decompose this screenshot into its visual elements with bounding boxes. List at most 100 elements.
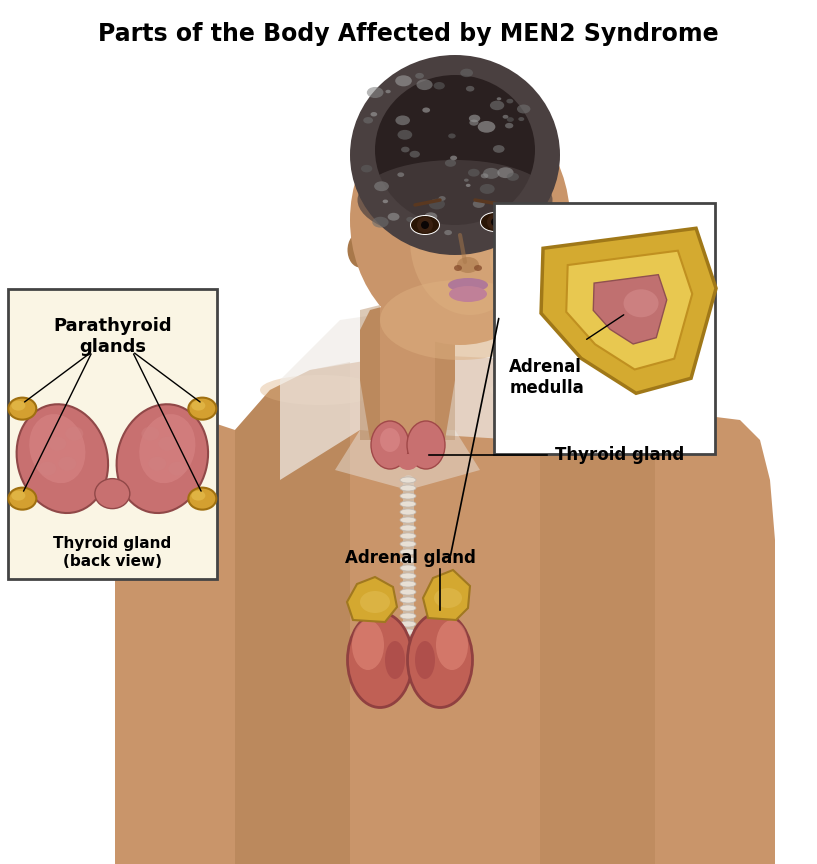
Ellipse shape (474, 265, 482, 271)
Ellipse shape (478, 121, 495, 133)
Ellipse shape (518, 117, 525, 121)
Ellipse shape (454, 265, 462, 271)
Ellipse shape (623, 289, 659, 317)
Ellipse shape (8, 487, 36, 510)
Ellipse shape (468, 168, 480, 176)
Polygon shape (335, 430, 480, 490)
Polygon shape (347, 577, 397, 622)
Ellipse shape (65, 427, 83, 441)
Ellipse shape (400, 557, 416, 563)
Text: Thyroid gland
(back view): Thyroid gland (back view) (53, 537, 172, 569)
Ellipse shape (8, 397, 36, 420)
Ellipse shape (490, 100, 504, 111)
Ellipse shape (380, 428, 400, 452)
Ellipse shape (411, 216, 439, 234)
Ellipse shape (400, 605, 416, 611)
Ellipse shape (158, 436, 176, 451)
Ellipse shape (517, 105, 530, 113)
Ellipse shape (400, 541, 416, 547)
Ellipse shape (374, 181, 389, 191)
Ellipse shape (117, 404, 208, 513)
Ellipse shape (400, 597, 416, 603)
Ellipse shape (400, 589, 416, 595)
Ellipse shape (347, 613, 413, 708)
Ellipse shape (352, 620, 384, 670)
Ellipse shape (406, 217, 414, 222)
Ellipse shape (491, 219, 508, 230)
Ellipse shape (400, 549, 416, 555)
Ellipse shape (189, 397, 217, 420)
Ellipse shape (434, 588, 462, 608)
Ellipse shape (480, 212, 510, 232)
Ellipse shape (457, 257, 479, 273)
Ellipse shape (464, 179, 469, 181)
Ellipse shape (407, 421, 445, 469)
Ellipse shape (483, 168, 499, 179)
Ellipse shape (493, 145, 505, 153)
Ellipse shape (487, 214, 503, 230)
Ellipse shape (95, 479, 130, 509)
Ellipse shape (410, 215, 440, 235)
Ellipse shape (149, 457, 167, 471)
Polygon shape (593, 275, 667, 344)
Ellipse shape (507, 98, 513, 104)
Polygon shape (541, 228, 716, 393)
Ellipse shape (11, 401, 25, 410)
Ellipse shape (420, 222, 435, 232)
Ellipse shape (400, 581, 416, 587)
Ellipse shape (360, 591, 390, 613)
Ellipse shape (48, 436, 66, 451)
Ellipse shape (400, 637, 416, 643)
Ellipse shape (371, 112, 377, 117)
Ellipse shape (382, 200, 388, 203)
Ellipse shape (11, 491, 25, 500)
Ellipse shape (400, 501, 416, 507)
Ellipse shape (549, 239, 571, 271)
Ellipse shape (375, 75, 535, 225)
Ellipse shape (415, 641, 435, 679)
Ellipse shape (16, 404, 108, 513)
Ellipse shape (400, 485, 416, 491)
Ellipse shape (505, 123, 513, 129)
Ellipse shape (498, 168, 514, 178)
Ellipse shape (502, 115, 508, 118)
Polygon shape (423, 570, 470, 620)
Ellipse shape (507, 118, 514, 122)
Ellipse shape (415, 73, 424, 79)
Ellipse shape (260, 375, 380, 405)
Ellipse shape (386, 90, 391, 93)
Polygon shape (566, 251, 692, 370)
Ellipse shape (139, 414, 195, 483)
Ellipse shape (395, 116, 410, 125)
Text: Adrenal
medulla: Adrenal medulla (509, 359, 584, 397)
Ellipse shape (417, 79, 432, 90)
Ellipse shape (400, 629, 416, 635)
Ellipse shape (380, 280, 540, 360)
Ellipse shape (398, 130, 413, 140)
Ellipse shape (444, 230, 452, 235)
Ellipse shape (481, 213, 509, 231)
Ellipse shape (401, 147, 409, 152)
Ellipse shape (347, 232, 373, 268)
Ellipse shape (473, 200, 484, 208)
Ellipse shape (466, 86, 475, 92)
Ellipse shape (469, 119, 479, 125)
Ellipse shape (397, 173, 404, 177)
Ellipse shape (514, 211, 529, 221)
Ellipse shape (421, 221, 429, 229)
Ellipse shape (449, 133, 456, 138)
Ellipse shape (400, 517, 416, 523)
Ellipse shape (480, 184, 494, 194)
Ellipse shape (373, 217, 389, 227)
Ellipse shape (449, 286, 487, 302)
Ellipse shape (436, 620, 468, 670)
Ellipse shape (168, 461, 186, 476)
Ellipse shape (429, 199, 445, 209)
Ellipse shape (417, 217, 433, 233)
Ellipse shape (141, 427, 159, 441)
Ellipse shape (371, 421, 409, 469)
Ellipse shape (350, 95, 570, 345)
Ellipse shape (58, 457, 76, 471)
Ellipse shape (434, 82, 444, 90)
Ellipse shape (350, 55, 560, 255)
